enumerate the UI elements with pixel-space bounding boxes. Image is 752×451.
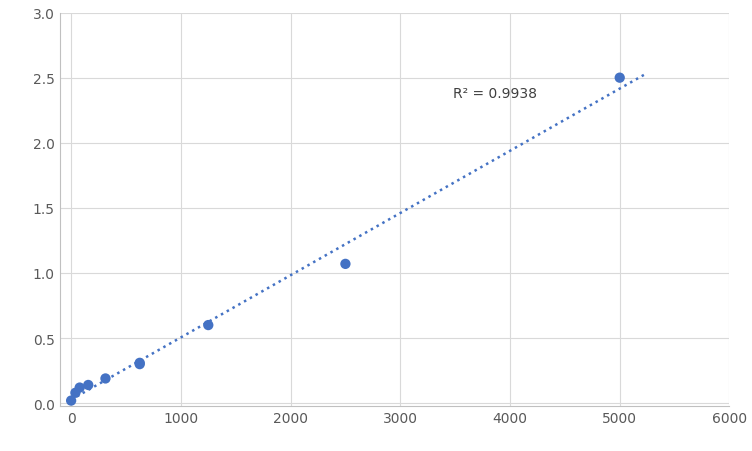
Point (69, 389, 81, 396)
Point (82, 382, 94, 389)
Point (134, 359, 146, 367)
Point (614, 75, 626, 82)
Point (99, 375, 111, 382)
Point (339, 261, 351, 268)
Point (134, 361, 146, 368)
Point (74, 384, 86, 391)
Point (65, 397, 77, 404)
Point (202, 322, 214, 329)
Text: R² = 0.9938: R² = 0.9938 (453, 87, 537, 101)
